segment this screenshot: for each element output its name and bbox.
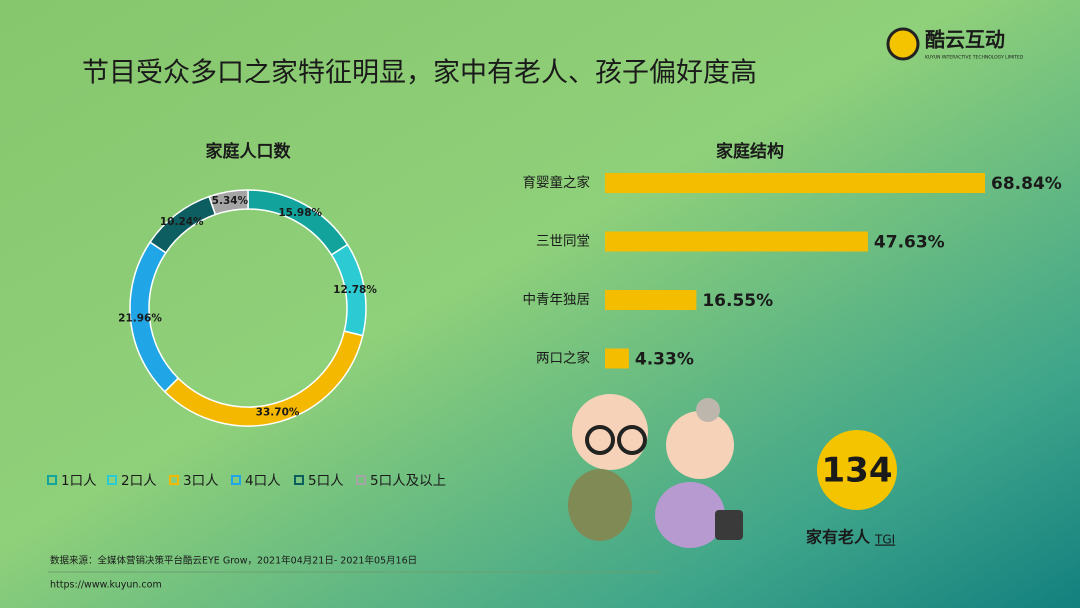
data-label: 68.84% [991,174,1062,194]
bar [605,348,629,369]
data-label: 5.34% [212,195,249,207]
legend-label: 4口人 [245,473,281,489]
data-label: 12.78% [333,284,377,296]
legend-swatch [356,475,366,485]
data-label: 47.63% [874,233,945,253]
category-label: 中青年独居 [523,292,591,308]
donut-segment [208,189,249,216]
tgi-suffix: TGI [874,533,895,547]
logo-icon [886,27,920,61]
data-label: 16.55% [702,291,773,311]
data-label: 10.24% [160,216,204,228]
tgi-badge [817,430,897,510]
bar [605,290,697,310]
logo-subtitle: KUYUN INTERACTIVE TECHNOLOGY LIMITED [925,55,1024,61]
data-label: 4.33% [635,350,694,370]
bar [605,173,985,193]
category-label: 两口之家 [536,350,590,367]
legend-label: 3口人 [183,473,219,489]
legend-label: 2口人 [121,473,157,489]
data-label: 15.98% [278,207,322,219]
tgi-label: 家有老人 [806,528,871,547]
category-label: 三世同堂 [536,234,590,250]
logo-text: 酷云互动 [925,28,1005,52]
legend-swatch [107,475,117,485]
legend-label: 5口人 [308,473,344,489]
tgi-value: 134 [822,451,893,491]
chart-title: 家庭人口数 [206,141,292,162]
category-label: 育婴童之家 [523,174,591,191]
data-label: 33.70% [256,406,300,418]
legend-label: 1口人 [61,473,97,489]
legend-swatch [169,475,179,485]
chart-title: 家庭结构 [716,141,784,162]
illustration [568,394,743,548]
data-label: 21.96% [118,313,162,325]
legend-swatch [47,475,57,485]
slide-title: 节目受众多口之家特征明显，家中有老人、孩子偏好度高 [82,58,757,89]
bar [605,231,868,252]
footer-source: 数据来源：全媒体营销决策平台酷云EYE Grow，2021年04月21日- 20… [50,555,417,567]
legend-swatch [231,475,241,485]
footer-url: https://www.kuyun.com [50,580,162,591]
legend-swatch [294,475,304,485]
legend-label: 5口人及以上 [370,473,446,489]
